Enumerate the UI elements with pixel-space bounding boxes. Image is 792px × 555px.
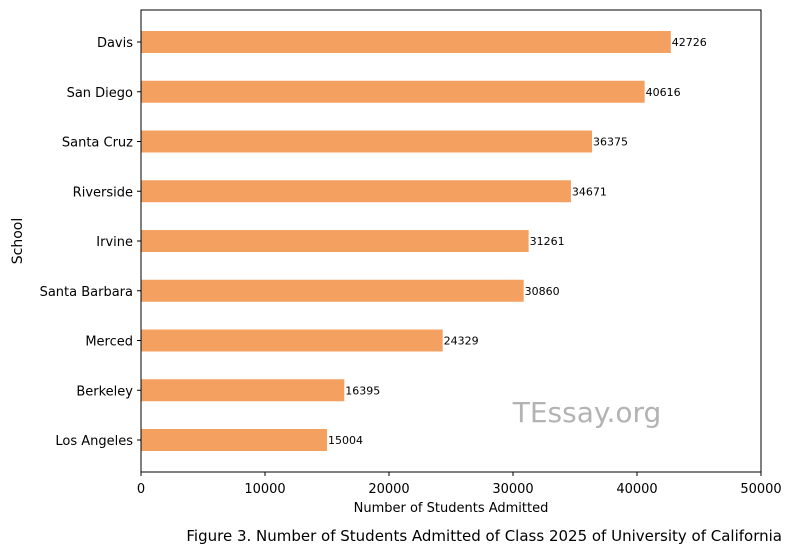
data-label: 40616 — [646, 86, 681, 99]
y-tick-labels: Davis San Diego Santa Cruz Riverside Irvine S… — [40, 36, 141, 449]
data-label: 34671 — [572, 185, 607, 198]
x-tick-label: 50000 — [740, 482, 781, 497]
y-axis-title: School — [10, 218, 26, 264]
bar-riverside — [141, 180, 571, 203]
y-tick-label: Irvine — [96, 235, 133, 250]
x-tick-label: 0 — [137, 482, 145, 497]
figure-caption: Figure 3. Number of Students Admitted of… — [186, 527, 782, 545]
bar-chart: Davis San Diego Santa Cruz Riverside Irvine S… — [10, 9, 782, 516]
y-tick-label: Davis — [97, 36, 133, 51]
bar-berkeley — [141, 379, 345, 402]
bar-santa-cruz — [141, 130, 593, 153]
data-label: 24329 — [444, 335, 479, 348]
data-label: 42726 — [672, 36, 707, 49]
x-tick-label: 20000 — [368, 482, 409, 497]
y-tick-label: Los Angeles — [55, 434, 133, 449]
bar-irvine — [141, 230, 529, 252]
x-tick-label: 40000 — [616, 482, 657, 497]
bar-merced — [141, 329, 443, 352]
plot-frame — [140, 9, 762, 473]
data-label: 16395 — [345, 384, 380, 397]
bar-santa-barbara — [141, 279, 524, 302]
y-tick-label: San Diego — [67, 86, 133, 101]
data-label: 30860 — [525, 285, 560, 298]
data-label: 36375 — [593, 136, 628, 149]
y-tick-label: Merced — [85, 335, 133, 350]
bar-los-angeles — [141, 429, 328, 451]
bars-group — [141, 31, 671, 451]
x-tick-label: 10000 — [244, 482, 285, 497]
bar-davis — [141, 31, 671, 53]
y-tick-label: Santa Barbara — [40, 285, 133, 300]
y-tick-label: Riverside — [73, 185, 133, 200]
x-axis-title: Number of Students Admitted — [354, 501, 549, 516]
data-labels: 42726 40616 36375 34671 31261 30860 24329 16395… — [328, 36, 707, 447]
y-tick-label: Santa Cruz — [62, 136, 133, 151]
x-tick-label: 30000 — [492, 482, 533, 497]
watermark-text: TEssay.org — [512, 396, 662, 429]
bar-san-diego — [141, 80, 645, 103]
data-label: 15004 — [328, 434, 363, 447]
y-tick-label: Berkeley — [76, 384, 133, 399]
data-label: 31261 — [530, 235, 565, 248]
x-ticks: 0 10000 20000 30000 40000 50000 — [137, 472, 782, 497]
